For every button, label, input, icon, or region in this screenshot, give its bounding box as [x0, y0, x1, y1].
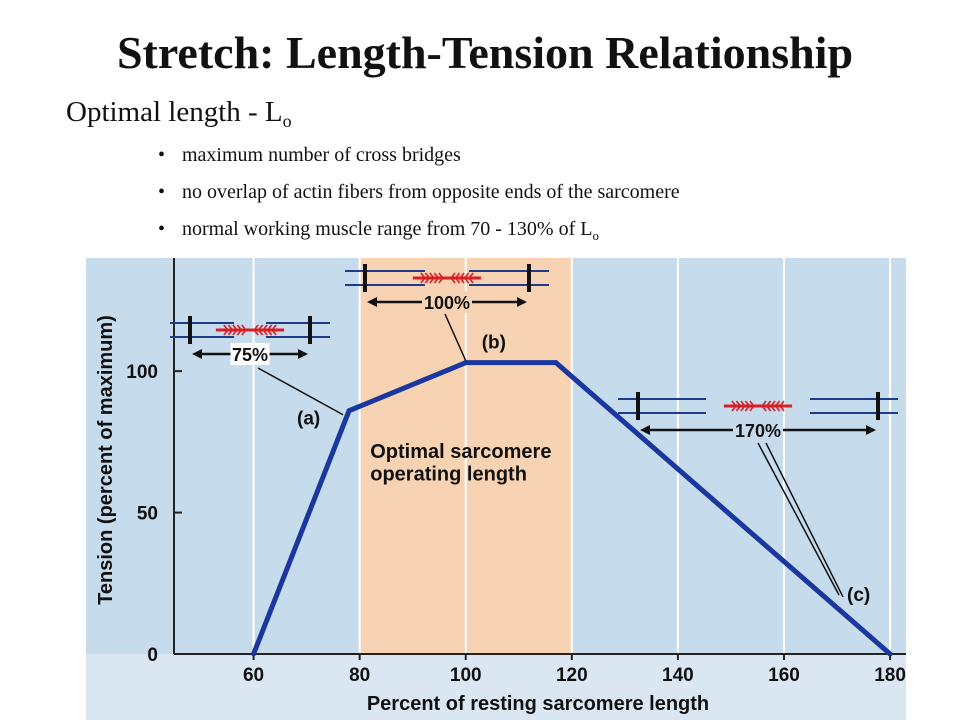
myosin-head	[433, 272, 440, 284]
x-tick-label: 160	[768, 665, 800, 686]
myosin-head	[257, 324, 264, 336]
arrow-head	[192, 349, 202, 359]
callout-line	[765, 442, 844, 598]
sarcomere-percent-label: 170%	[735, 421, 781, 441]
region-label-line1: Optimal sarcomere	[370, 441, 551, 463]
bullet-text: maximum number of cross bridges	[182, 144, 461, 166]
bullet-item: • normal working muscle range from 70 - 1…	[158, 216, 680, 253]
data-point	[251, 651, 257, 657]
slide-title: Stretch: Length-Tension Relationship	[116, 27, 854, 78]
myosin-head	[236, 324, 243, 336]
myosin-head	[765, 400, 772, 412]
region-label-line2: operating length	[370, 464, 527, 486]
myosin-head	[468, 272, 474, 284]
myosin-head	[774, 400, 781, 412]
x-tick-label: 100	[450, 665, 482, 686]
arrow-label-bg	[733, 419, 783, 441]
axis-panel	[86, 654, 906, 720]
myosin-head	[232, 324, 238, 336]
myosin-head	[253, 324, 259, 336]
myosin-head	[262, 324, 268, 336]
bullet-list: • maximum number of cross bridges • no ove…	[158, 142, 680, 253]
x-tick-label: 120	[556, 665, 588, 686]
point-label-b: (b)	[482, 333, 506, 354]
y-tick-label: 50	[137, 504, 158, 525]
sarcomere-percent-label: 100%	[424, 293, 470, 313]
callout-line	[444, 313, 467, 361]
myosin-head	[454, 272, 461, 284]
myosin-head	[459, 272, 465, 284]
myosin-head	[463, 272, 470, 284]
x-tick-label: 180	[874, 665, 906, 686]
myosin-head	[740, 400, 746, 412]
bullet-text: normal working muscle range from 70 - 13…	[182, 218, 593, 240]
myosin-head	[227, 324, 234, 336]
sarcomere-100-diagram: 100%	[345, 264, 549, 313]
myosin-head	[744, 400, 751, 412]
myosin-head	[770, 400, 776, 412]
myosin-head	[429, 272, 435, 284]
myosin-head	[420, 272, 426, 284]
y-tick-label: 0	[147, 645, 158, 666]
arrow-head	[640, 425, 650, 435]
data-point	[463, 360, 469, 366]
y-axis-title: Tension (percent of maximum)	[95, 315, 117, 605]
myosin-head	[731, 400, 737, 412]
arrow-label-bg	[422, 291, 472, 313]
myosin-head	[438, 272, 444, 284]
arrow-label-bg	[230, 343, 270, 365]
slide-subtitle: Optimal length - Lo	[66, 96, 292, 132]
bullet-item: • no overlap of actin fibers from opposit…	[158, 179, 680, 216]
data-point	[346, 408, 352, 414]
point-label-a: (a)	[297, 409, 320, 430]
myosin-head	[424, 272, 431, 284]
myosin-head	[779, 400, 785, 412]
myosin-head	[735, 400, 742, 412]
data-point	[553, 360, 559, 366]
callout-line	[757, 442, 840, 596]
myosin-head	[266, 324, 273, 336]
arrow-head	[866, 425, 876, 435]
x-tick-label: 140	[662, 665, 694, 686]
subtitle-subscript: o	[282, 111, 292, 131]
myosin-head	[450, 272, 456, 284]
arrow-head	[367, 297, 377, 307]
bullet-subscript: o	[592, 228, 599, 243]
x-tick-label: 80	[349, 665, 370, 686]
bullet-icon: •	[158, 181, 166, 203]
arrow-head	[517, 297, 527, 307]
bullet-item: • maximum number of cross bridges	[158, 142, 680, 179]
data-point	[887, 651, 893, 657]
subtitle-text: Optimal length - L	[66, 96, 283, 128]
sarcomere-75-diagram: 75%	[170, 316, 330, 365]
sarcomere-170-diagram: 170%	[618, 392, 898, 441]
sarcomere-percent-label: 75%	[232, 345, 268, 365]
bullet-text: no overlap of actin fibers from opposite…	[182, 181, 680, 203]
arrow-head	[298, 349, 308, 359]
x-axis-title: Percent of resting sarcomere length	[367, 693, 709, 715]
x-tick-label: 60	[243, 665, 264, 686]
myosin-head	[271, 324, 277, 336]
myosin-head	[241, 324, 247, 336]
myosin-head	[223, 324, 229, 336]
myosin-head	[761, 400, 767, 412]
point-label-c: (c)	[847, 585, 870, 606]
bullet-icon: •	[158, 218, 166, 240]
bullet-icon: •	[158, 144, 166, 166]
y-tick-label: 100	[126, 362, 158, 383]
callout-line	[257, 367, 344, 416]
myosin-head	[749, 400, 755, 412]
